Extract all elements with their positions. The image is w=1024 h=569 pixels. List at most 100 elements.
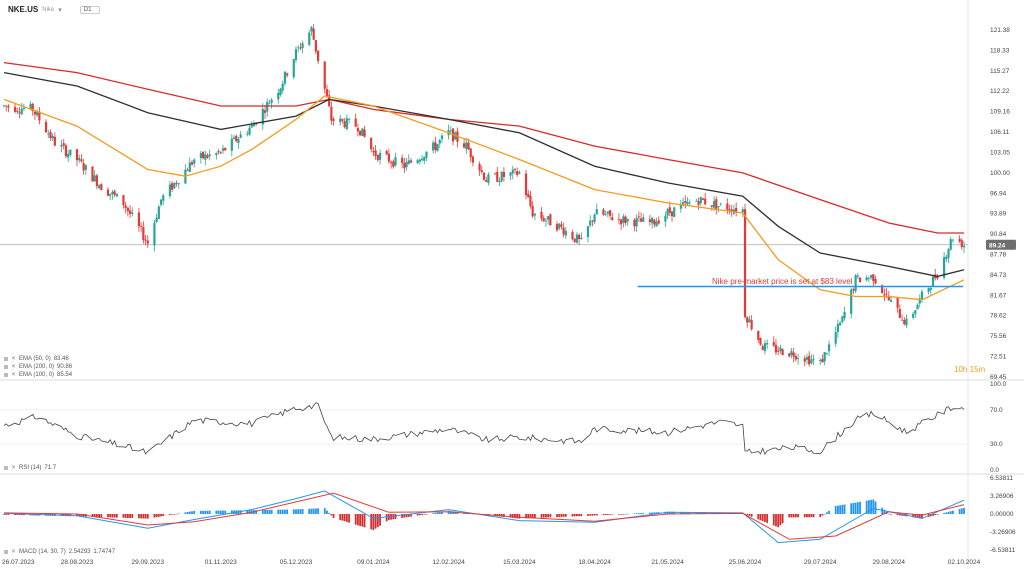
- candle-down: [372, 146, 375, 157]
- candle-down: [496, 166, 499, 183]
- candle-body: [626, 219, 629, 222]
- macd-bar: [932, 514, 934, 516]
- macd-bar: [642, 512, 645, 514]
- candle-up: [763, 340, 767, 355]
- candle-up: [655, 217, 658, 227]
- candle-down: [312, 24, 315, 41]
- macd-bar: [160, 514, 162, 517]
- candle-body: [29, 103, 32, 110]
- candle-body: [168, 184, 171, 197]
- macd-bar: [595, 514, 598, 516]
- candle-down: [201, 151, 205, 160]
- candle-body: [637, 216, 640, 218]
- candle-up: [246, 130, 249, 137]
- macd-bar: [901, 514, 903, 516]
- macd-bar: [606, 514, 609, 515]
- macd-bar: [516, 514, 519, 519]
- macd-bar: [890, 514, 892, 515]
- candle-body: [297, 47, 300, 49]
- macd-bar: [867, 500, 870, 514]
- macd-bar: [843, 504, 846, 514]
- candle-down: [653, 218, 656, 228]
- candle-body: [208, 154, 211, 157]
- remove-indicator-icon[interactable]: ✕: [11, 465, 17, 471]
- candle-body: [578, 234, 581, 239]
- candle-body: [440, 135, 444, 140]
- candle-body: [823, 352, 826, 362]
- candle-body: [308, 32, 311, 45]
- candle-body: [575, 234, 579, 243]
- macd-bar: [113, 514, 116, 518]
- remove-indicator-icon[interactable]: ✕: [11, 364, 17, 370]
- candle-body: [128, 210, 132, 214]
- candle-body: [95, 175, 99, 187]
- candle-body: [310, 27, 313, 32]
- macd-bar: [837, 505, 839, 514]
- remove-indicator-icon[interactable]: ✕: [11, 549, 17, 555]
- candle-up: [378, 149, 382, 165]
- legend-swatch-icon[interactable]: [4, 356, 8, 361]
- candle-up: [78, 154, 81, 164]
- candle-down: [385, 149, 388, 156]
- candle-down: [137, 207, 141, 232]
- candle-down: [122, 194, 125, 209]
- candle-body: [78, 157, 81, 161]
- candle-down: [571, 229, 574, 241]
- candle-up: [173, 182, 176, 190]
- macd-bar: [248, 510, 251, 514]
- macd-bar: [111, 514, 114, 518]
- candle-body: [593, 214, 596, 223]
- macd-bar: [206, 510, 209, 514]
- remove-indicator-icon[interactable]: ✕: [11, 356, 17, 362]
- candle-down: [62, 138, 65, 150]
- candle-body: [715, 199, 718, 210]
- candle-body: [589, 220, 592, 226]
- macd-bar: [279, 509, 282, 514]
- price-tick-label: 93.89: [990, 211, 1007, 218]
- candle-down: [409, 158, 413, 164]
- legend-swatch-icon[interactable]: [4, 465, 8, 470]
- macd-bar: [144, 514, 147, 519]
- macd-bar: [122, 514, 125, 518]
- candle-up: [593, 213, 596, 225]
- candle-down: [317, 50, 320, 65]
- candle-up: [500, 170, 503, 183]
- candle-body: [695, 200, 698, 202]
- legend-swatch-icon[interactable]: [4, 372, 8, 377]
- legend-swatch-icon[interactable]: [4, 364, 8, 369]
- legend-ema200: ✕ EMA (200, 0) 90.86: [4, 363, 72, 370]
- candle-up: [250, 121, 253, 128]
- candle-body: [144, 239, 147, 241]
- candle-down: [542, 215, 545, 223]
- candle-down: [370, 137, 373, 153]
- candle-up: [836, 319, 840, 338]
- candle-body: [401, 157, 404, 164]
- candle-body: [312, 28, 315, 40]
- symbol-dropdown-chevron-icon[interactable]: ▾: [58, 6, 62, 14]
- candle-body: [109, 193, 112, 196]
- candle-down: [774, 338, 778, 356]
- candle-body: [199, 153, 202, 159]
- remove-indicator-icon[interactable]: ✕: [11, 372, 17, 378]
- date-tick-label: 18.04.2024: [578, 559, 611, 566]
- candle-body: [779, 347, 782, 351]
- macd-bar: [407, 514, 410, 517]
- macd-bar: [611, 514, 614, 515]
- macd-bar: [372, 514, 375, 531]
- candle-down: [788, 352, 791, 358]
- timeframe-selector[interactable]: D1: [79, 5, 101, 14]
- legend-swatch-icon[interactable]: [4, 549, 8, 554]
- candle-up: [509, 171, 512, 181]
- candle-up: [511, 165, 514, 180]
- candle-down: [750, 315, 753, 331]
- candle-body: [792, 352, 795, 357]
- candle-body: [405, 162, 408, 168]
- candle-body: [325, 89, 329, 98]
- macd-bar: [436, 512, 439, 514]
- candle-body: [436, 144, 439, 151]
- macd-bar: [126, 514, 129, 518]
- candle-up: [153, 219, 156, 252]
- candle-body: [277, 92, 280, 100]
- candle-body: [53, 136, 56, 146]
